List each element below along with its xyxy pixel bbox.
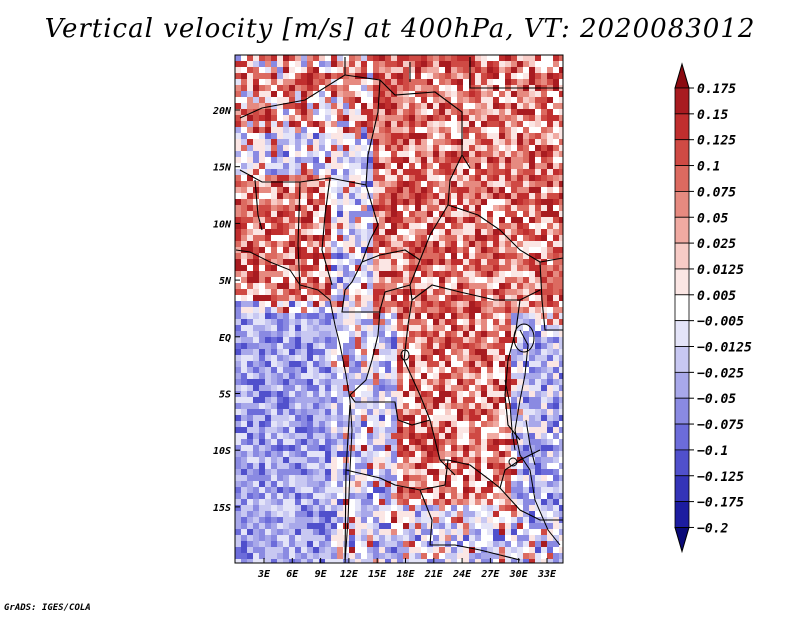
lon-tick-label: 12E bbox=[340, 569, 359, 580]
colorbar-label: −0.025 bbox=[697, 366, 744, 381]
colorbar-swatch bbox=[674, 501, 690, 528]
colorbar-label: −0.05 bbox=[697, 392, 736, 407]
chart-title: Vertical velocity [m/s] at 400hPa, VT: 2… bbox=[44, 14, 756, 44]
colorbar-swatch bbox=[674, 320, 690, 347]
lon-tick-label: 27E bbox=[480, 569, 500, 580]
lon-tick-label: 9E bbox=[315, 569, 328, 580]
colorbar-swatch bbox=[674, 449, 690, 477]
velocity-field bbox=[235, 55, 563, 563]
lat-tick-label: 15N bbox=[213, 163, 232, 174]
lon-tick-label: 30E bbox=[509, 569, 529, 580]
colorbar-swatch bbox=[674, 216, 690, 244]
colorbar-label: 0.005 bbox=[697, 289, 736, 304]
colorbar-swatch bbox=[674, 87, 690, 115]
colorbar-swatch bbox=[674, 294, 690, 322]
colorbar-swatch bbox=[674, 190, 690, 218]
lakes bbox=[400, 323, 536, 467]
colorbar-label: −0.005 bbox=[697, 315, 744, 330]
colorbar-swatch bbox=[674, 371, 690, 399]
colorbar-top-arrow bbox=[674, 62, 690, 89]
lat-tick-label: 15S bbox=[213, 503, 231, 514]
colorbar-label: 0.175 bbox=[697, 82, 736, 97]
colorbar-label: −0.0125 bbox=[697, 341, 752, 356]
colorbar-label: −0.175 bbox=[697, 496, 744, 511]
colorbar-label: −0.125 bbox=[697, 470, 744, 485]
colorbar-swatch bbox=[674, 397, 690, 425]
colorbar-label: −0.075 bbox=[697, 418, 744, 433]
colorbar-bottom-arrow bbox=[674, 526, 690, 554]
colorbar-swatch bbox=[674, 113, 690, 141]
lon-tick-label: 6E bbox=[286, 569, 299, 580]
colorbar-swatch bbox=[674, 139, 690, 166]
coastline bbox=[235, 249, 561, 563]
lon-tick-label: 21E bbox=[424, 569, 444, 580]
grads-credit: GrADS: IGES/COLA bbox=[4, 603, 91, 613]
lat-tick-label: 10N bbox=[213, 219, 232, 230]
lon-tick-label: 18E bbox=[396, 569, 415, 580]
colorbar-swatch bbox=[674, 165, 690, 192]
colorbar-swatch bbox=[674, 475, 690, 503]
lat-tick-label: EQ bbox=[219, 333, 231, 344]
colorbar-label: 0.15 bbox=[697, 108, 728, 123]
map-frame bbox=[234, 54, 564, 564]
lat-tick-label: 5S bbox=[219, 390, 231, 401]
colorbar-swatch bbox=[674, 268, 690, 296]
colorbar-label: −0.1 bbox=[697, 444, 728, 459]
lat-tick-label: 10S bbox=[213, 446, 231, 457]
colorbar-label: 0.05 bbox=[697, 211, 728, 226]
colorbar: 0.175 0.15 0.125 0.1 0.075 0.05 0.025 0.0125 0.0… bbox=[674, 62, 752, 554]
lat-tick-label: 20N bbox=[212, 106, 232, 117]
colorbar-label: 0.1 bbox=[697, 160, 720, 175]
colorbar-swatch bbox=[674, 346, 690, 373]
latitude-ticks: 20N 15N 10N 5N EQ 5S 10S 15S bbox=[212, 106, 240, 514]
lon-tick-label: 3E bbox=[257, 569, 271, 580]
lat-tick-label: 5N bbox=[219, 276, 232, 287]
lon-tick-label: 33E bbox=[537, 569, 557, 580]
colorbar-swatch bbox=[674, 423, 690, 451]
colorbar-label: 0.075 bbox=[697, 185, 736, 200]
colorbar-label: 0.025 bbox=[697, 237, 736, 252]
lon-tick-label: 15E bbox=[368, 569, 387, 580]
country-borders bbox=[239, 57, 563, 561]
colorbar-label: −0.2 bbox=[697, 521, 728, 536]
longitude-ticks: 3E 6E 9E 12E 15E 18E 21E 24E 27E 30E 33E bbox=[257, 558, 557, 580]
lon-tick-label: 24E bbox=[452, 569, 472, 580]
colorbar-label: 0.0125 bbox=[697, 263, 744, 278]
colorbar-swatch bbox=[674, 242, 690, 270]
colorbar-label: 0.125 bbox=[697, 134, 736, 149]
